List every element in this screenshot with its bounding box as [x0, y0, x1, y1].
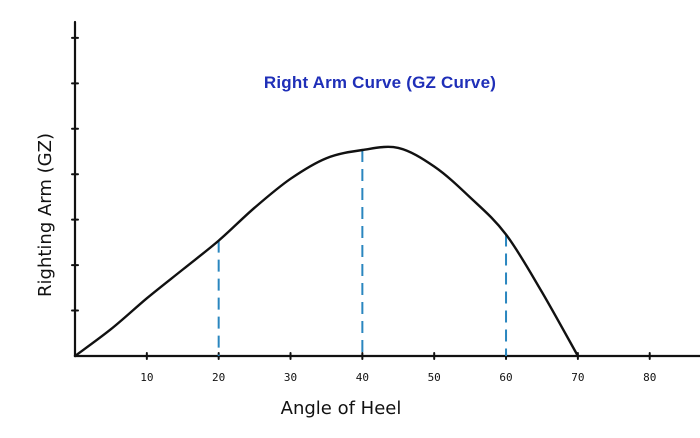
x-tick-label: 70	[571, 371, 584, 384]
tick-labels: 10 20 30 40 50 60 70 80	[140, 371, 656, 384]
chart-title: Right Arm Curve (GZ Curve)	[264, 73, 496, 92]
x-tick-label: 10	[140, 371, 153, 384]
x-tick-label: 40	[356, 371, 369, 384]
x-tick-label: 60	[499, 371, 512, 384]
axes	[71, 20, 700, 360]
y-axis-label: Righting Arm (GZ)	[35, 133, 56, 297]
marker-lines	[217, 150, 508, 356]
x-tick-label: 20	[212, 371, 225, 384]
curve-layer	[73, 145, 580, 358]
x-tick-label: 50	[428, 371, 441, 384]
x-tick-label: 80	[643, 371, 656, 384]
x-tick-label: 30	[284, 371, 297, 384]
gz-curve-line	[73, 145, 580, 358]
x-axis-label: Angle of Heel	[281, 398, 402, 419]
